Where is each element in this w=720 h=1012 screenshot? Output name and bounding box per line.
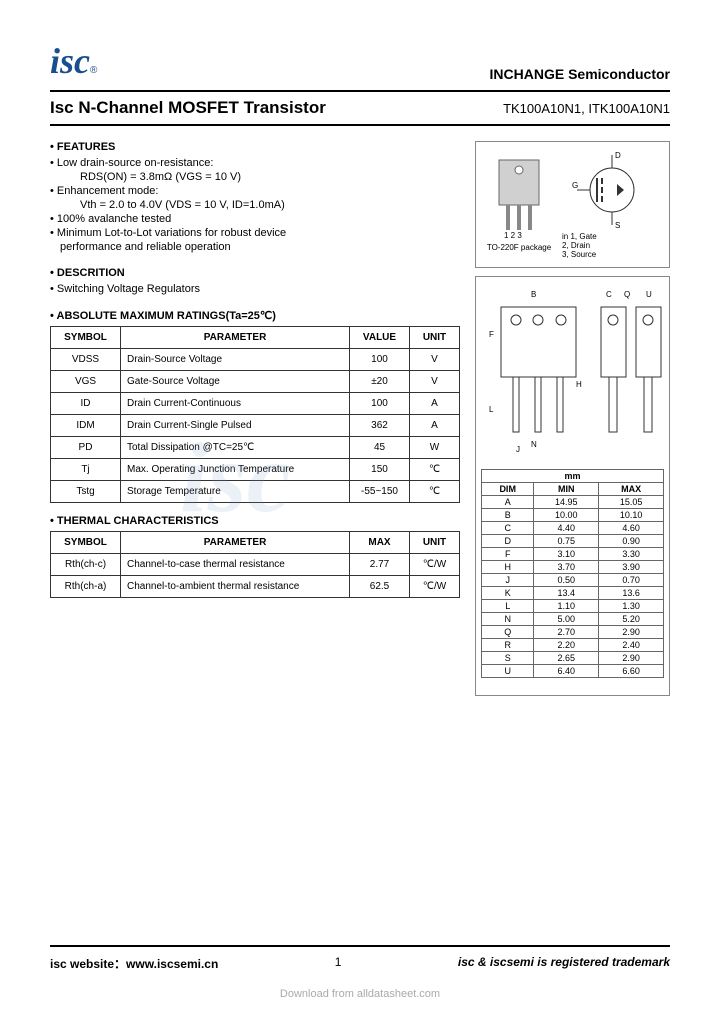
svg-text:U: U [646,290,652,299]
feature-line: Vth = 2.0 to 4.0V (VDS = 10 V, ID=1.0mA) [50,199,460,211]
col-unit: UNIT [410,327,460,349]
dim-row: A14.9515.05 [482,496,664,509]
dim-unit: mm [482,470,664,483]
thermal-table: SYMBOL PARAMETER MAX UNIT Rth(ch-c)Chann… [50,531,460,598]
dim-row: Q2.702.90 [482,626,664,639]
dimensions-diagram: B C F L H N A K Q U J mm DIMMINMAX A14.9… [475,276,670,696]
pin-label: in 1, Gate [562,232,661,241]
svg-text:D: D [615,151,621,160]
footer-right: isc & iscsemi is registered trademark [458,955,670,972]
product-title: Isc N-Channel MOSFET Transistor [50,98,326,118]
feature-line: • Minimum Lot-to-Lot variations for robu… [50,227,460,239]
svg-text:Q: Q [624,290,630,299]
table-header-row: SYMBOL PARAMETER MAX UNIT [51,532,460,554]
svg-text:G: G [572,181,578,190]
table-header-row: SYMBOL PARAMETER VALUE UNIT [51,327,460,349]
feature-line: RDS(ON) = 3.8mΩ (VGS = 10 V) [50,171,460,183]
svg-text:N: N [531,440,537,449]
dim-row: K13.413.6 [482,587,664,600]
col-symbol: SYMBOL [51,327,121,349]
logo: isc ® [50,40,97,82]
logo-text: isc [50,40,90,82]
table-row: Rth(ch-a)Channel-to-ambient thermal resi… [51,576,460,598]
svg-text:L: L [489,405,494,414]
footer-left: isc website：www.iscsemi.cn [50,955,218,972]
dimensions-table: mm DIMMINMAX A14.9515.05 B10.0010.10 C4.… [481,469,664,678]
ratings-heading: • ABSOLUTE MAXIMUM RATINGS(Ta=25℃) [50,309,460,322]
dim-row: S2.652.90 [482,652,664,665]
svg-text:H: H [576,380,582,389]
svg-text:F: F [489,330,494,339]
page-header: isc ® INCHANGE Semiconductor [50,40,670,82]
part-numbers: TK100A10N1, ITK100A10N1 [503,101,670,116]
dim-row: F3.103.30 [482,548,664,561]
table-row: IDMDrain Current-Single Pulsed362A [51,415,460,437]
features-heading: • FEATURES [50,141,460,153]
dim-row: N5.005.20 [482,613,664,626]
pin-label: 2, Drain [562,241,661,250]
svg-text:S: S [615,221,620,230]
dim-row: B10.0010.10 [482,509,664,522]
dim-row: D0.750.90 [482,535,664,548]
package-label: TO-220F package [484,243,554,252]
table-row: TstgStorage Temperature-55~150℃ [51,481,460,503]
table-row: VGSGate-Source Voltage±20V [51,371,460,393]
outline-drawing-icon: B C F L H N A K Q U J [481,282,664,462]
thermal-heading: • THERMAL CHARACTERISTICS [50,515,460,527]
title-bar: Isc N-Channel MOSFET Transistor TK100A10… [50,90,670,126]
download-note: Download from alldatasheet.com [50,988,670,1000]
page-number: 1 [335,955,342,972]
dim-row: U6.406.60 [482,665,664,678]
transistor-icon: 1 2 3 [484,150,554,240]
page-footer: isc website：www.iscsemi.cn 1 isc & iscse… [50,945,670,972]
company-name: INCHANGE Semiconductor [490,66,670,82]
feature-line: • 100% avalanche tested [50,213,460,225]
dim-row: C4.404.60 [482,522,664,535]
feature-line: • Low drain-source on-resistance: [50,157,460,169]
dim-row: H3.703.90 [482,561,664,574]
svg-text:J: J [516,445,520,454]
schematic-icon: D G S [562,150,652,230]
table-row: TjMax. Operating Junction Temperature150… [51,459,460,481]
dim-row: L1.101.30 [482,600,664,613]
dim-row: J0.500.70 [482,574,664,587]
description-text: • Switching Voltage Regulators [50,283,460,295]
col-value: VALUE [350,327,410,349]
svg-text:C: C [606,290,612,299]
table-row: VDSSDrain-Source Voltage100V [51,349,460,371]
package-diagram: 1 2 3 TO-220F package D G S [475,141,670,268]
description-section: • DESCRITION • Switching Voltage Regulat… [50,267,460,295]
svg-text:1 2 3: 1 2 3 [504,231,522,240]
description-heading: • DESCRITION [50,267,460,279]
pin-label: 3, Source [562,250,661,259]
feature-line: • Enhancement mode: [50,185,460,197]
ratings-table: SYMBOL PARAMETER VALUE UNIT VDSSDrain-So… [50,326,460,503]
col-parameter: PARAMETER [121,327,350,349]
svg-text:B: B [531,290,536,299]
table-row: PDTotal Dissipation @TC=25℃45W [51,437,460,459]
features-section: • FEATURES • Low drain-source on-resista… [50,141,460,253]
table-row: IDDrain Current-Continuous100A [51,393,460,415]
dim-row: R2.202.40 [482,639,664,652]
logo-registered: ® [90,65,97,76]
table-row: Rth(ch-c)Channel-to-case thermal resista… [51,554,460,576]
feature-line: performance and reliable operation [50,241,460,253]
